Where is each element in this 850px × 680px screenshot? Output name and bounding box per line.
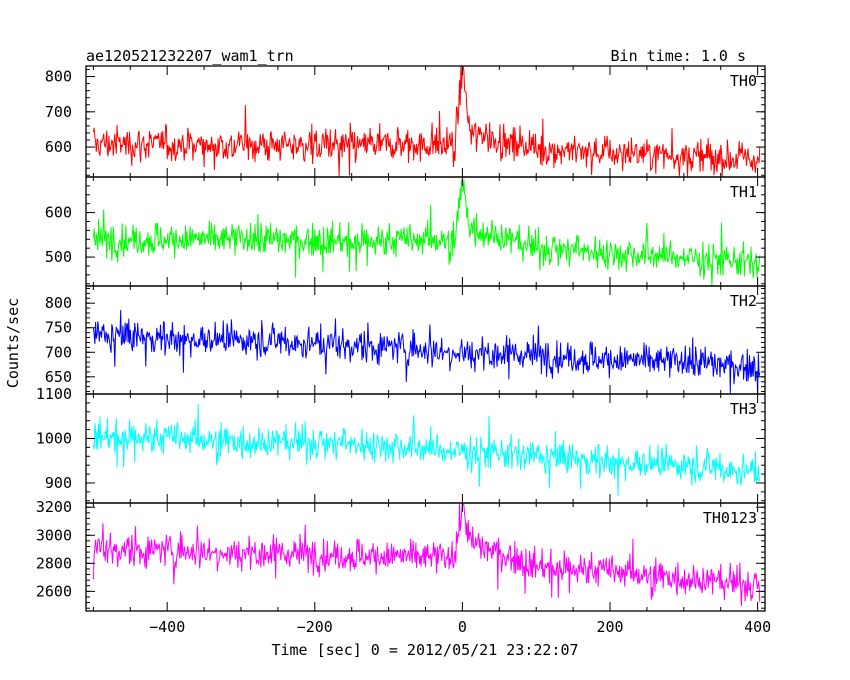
y-tick-label-th3: 1000 (36, 429, 72, 447)
x-tick-label: 0 (458, 618, 467, 636)
series-line-th0 (92, 64, 761, 177)
panel-label-th2: TH2 (730, 292, 757, 310)
y-tick-label-th2: 650 (45, 368, 72, 386)
series-line-th3 (92, 404, 761, 497)
panel-frame-th2 (85, 285, 766, 395)
x-tick-label: −400 (149, 618, 185, 636)
chart-title-right: Bin time: 1.0 s (611, 47, 746, 65)
y-tick-label-th0123: 2800 (36, 554, 72, 572)
y-tick-label-th0123: 3000 (36, 526, 72, 544)
y-tick-label-th1: 500 (45, 248, 72, 266)
panel-label-th0: TH0 (730, 72, 757, 90)
y-axis-label: Counts/sec (4, 298, 22, 388)
series-line-th2 (92, 309, 761, 394)
panels-group: TH0 600 700 800 TH1 500 600 TH2 650 700 750 800 TH3 9… (36, 64, 771, 636)
y-tick-label-th0123: 2600 (36, 582, 72, 600)
series-line-th0123 (92, 502, 761, 606)
panel-label-th1: TH1 (730, 183, 757, 201)
y-tick-label-th1: 600 (45, 204, 72, 222)
y-tick-label-th2: 750 (45, 319, 72, 337)
series-line-th1 (92, 179, 761, 286)
x-tick-label: −200 (297, 618, 333, 636)
y-tick-label-th2: 700 (45, 343, 72, 361)
x-axis-label: Time [sec] 0 = 2012/05/21 23:22:07 (271, 641, 578, 659)
y-tick-label-th0: 600 (45, 138, 72, 156)
panel-label-th0123: TH0123 (703, 509, 757, 527)
x-tick-label: 200 (596, 618, 623, 636)
y-tick-label-th3: 900 (45, 474, 72, 492)
y-tick-label-th2: 800 (45, 294, 72, 312)
y-tick-label-th0: 800 (45, 68, 72, 86)
y-tick-label-th0123: 3200 (36, 498, 72, 516)
y-tick-label-th0: 700 (45, 103, 72, 121)
x-tick-label: 400 (744, 618, 771, 636)
y-tick-label-th3: 1100 (36, 385, 72, 403)
panel-label-th3: TH3 (730, 400, 757, 418)
chart-title-left: ae120521232207_wam1_trn (86, 47, 294, 65)
